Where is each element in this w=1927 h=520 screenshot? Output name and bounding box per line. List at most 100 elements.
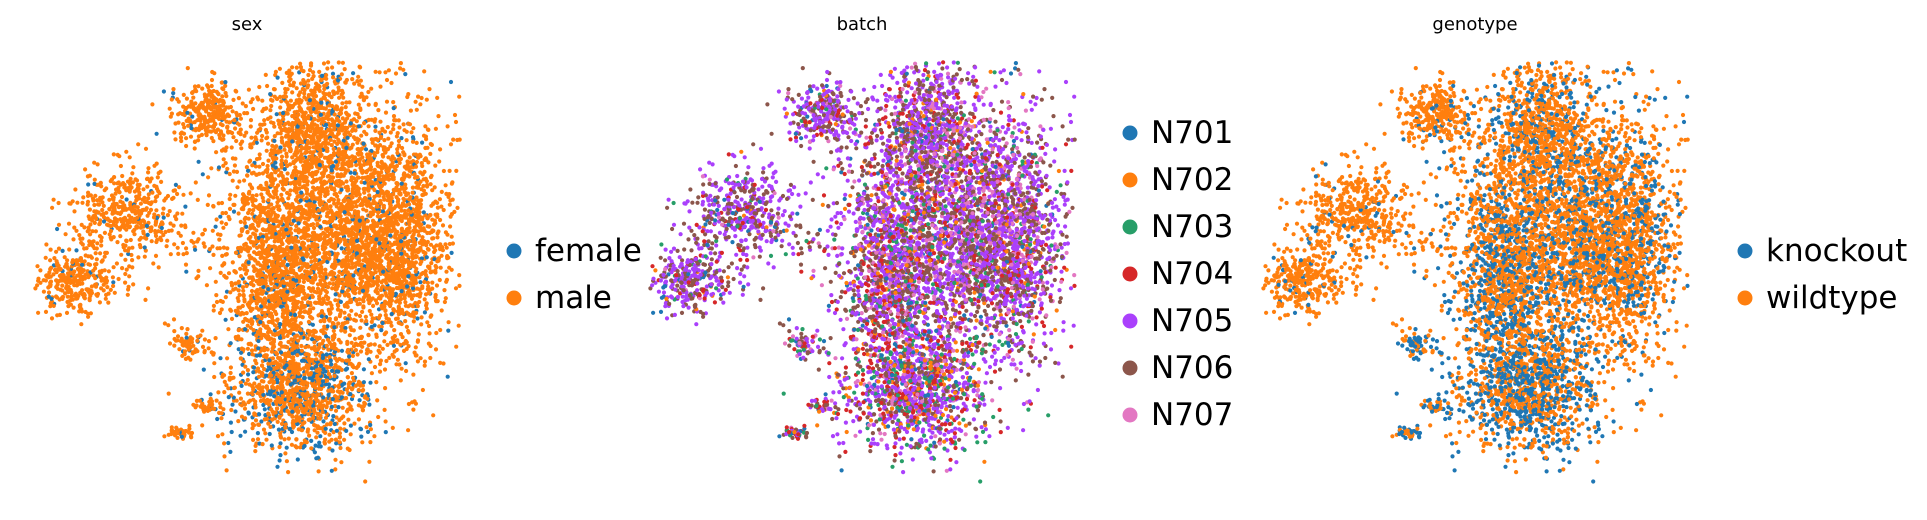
scatter-point [265, 130, 269, 134]
scatter-point [189, 135, 193, 139]
scatter-point [67, 247, 71, 251]
scatter-point [334, 441, 338, 445]
scatter-point [444, 296, 448, 300]
scatter-point [215, 217, 219, 221]
scatter-point [149, 229, 153, 233]
scatter-point [176, 112, 180, 116]
scatter-point [237, 211, 241, 215]
scatter-point [209, 130, 213, 134]
scatter-point [225, 356, 229, 360]
scatter-point [346, 305, 350, 309]
scatter-point [214, 280, 218, 284]
scatter-point [313, 450, 317, 454]
scatter-point [196, 269, 200, 273]
scatter-point [438, 147, 442, 151]
scatter-point [352, 328, 356, 332]
scatter-point [328, 281, 332, 285]
scatter-point [184, 144, 188, 148]
scatter-point [165, 239, 169, 243]
scatter-point [324, 141, 328, 145]
scatter-point [248, 305, 252, 309]
scatter-point [414, 195, 418, 199]
scatter-point [373, 342, 377, 346]
scatter-point [302, 91, 306, 95]
scatter-point [82, 246, 86, 250]
scatter-point [332, 342, 336, 346]
scatter-point [393, 168, 397, 172]
scatter-point [206, 203, 210, 207]
scatter-point [145, 224, 149, 228]
scatter-point [410, 274, 414, 278]
scatter-point [322, 172, 326, 176]
scatter-point [375, 398, 379, 402]
scatter-point [248, 183, 252, 187]
scatter-point [224, 318, 228, 322]
scatter-point [363, 197, 367, 201]
scatter-point [289, 227, 293, 231]
scatter-point [359, 336, 363, 340]
scatter-point [391, 127, 395, 131]
scatter-point [336, 405, 340, 409]
scatter-point [48, 258, 52, 262]
scatter-point [398, 294, 402, 298]
scatter-point [98, 251, 102, 255]
scatter-point [285, 223, 289, 227]
scatter-point [330, 469, 334, 473]
scatter-point [445, 246, 449, 250]
scatter-point [303, 160, 307, 164]
scatter-point [340, 72, 344, 76]
scatter-point [193, 146, 197, 150]
scatter-point [389, 341, 393, 345]
scatter-point [111, 280, 115, 284]
scatter-point [348, 333, 352, 337]
scatter-point [290, 114, 294, 118]
panel-sex: sex femalemale [33, 14, 642, 484]
scatter-point [424, 273, 428, 277]
scatter-point [185, 327, 189, 331]
scatter-point [268, 92, 272, 96]
scatter-point [318, 434, 322, 438]
scatter-point [428, 213, 432, 217]
scatter-point [103, 231, 107, 235]
scatter-point [220, 220, 224, 224]
scatter-point [257, 85, 261, 89]
scatter-point [95, 241, 99, 245]
scatter-point [237, 391, 241, 395]
scatter-point [305, 403, 309, 407]
scatter-point [444, 230, 448, 234]
scatter-point [357, 417, 361, 421]
scatter-point [396, 286, 400, 290]
scatter-point [225, 167, 229, 171]
scatter-point [267, 380, 271, 384]
scatter-point [394, 292, 398, 296]
scatter-point [421, 388, 425, 392]
scatter-point [221, 373, 225, 377]
scatter-point [157, 265, 161, 269]
scatter-point [239, 249, 243, 253]
scatter-point [194, 180, 198, 184]
scatter-point [397, 139, 401, 143]
scatter-point [216, 390, 220, 394]
scatter-point [35, 264, 39, 268]
scatter-point [73, 187, 77, 191]
scatter-point [285, 304, 289, 308]
scatter-point [256, 437, 260, 441]
scatter-point [211, 204, 215, 208]
scatter-point [88, 298, 92, 302]
scatter-point [256, 97, 260, 101]
scatter-point [179, 224, 183, 228]
scatter-point [437, 159, 441, 163]
scatter-point [324, 416, 328, 420]
scatter-point [326, 60, 330, 64]
scatter-point [50, 316, 54, 320]
scatter-point [171, 91, 175, 95]
scatter-point [418, 102, 422, 106]
scatter-point [280, 136, 284, 140]
scatter-point [426, 224, 430, 228]
scatter-point [449, 80, 453, 84]
scatter-point [424, 303, 428, 307]
scatter-point [388, 233, 392, 237]
scatter-point [151, 261, 155, 265]
scatter-point [430, 228, 434, 232]
